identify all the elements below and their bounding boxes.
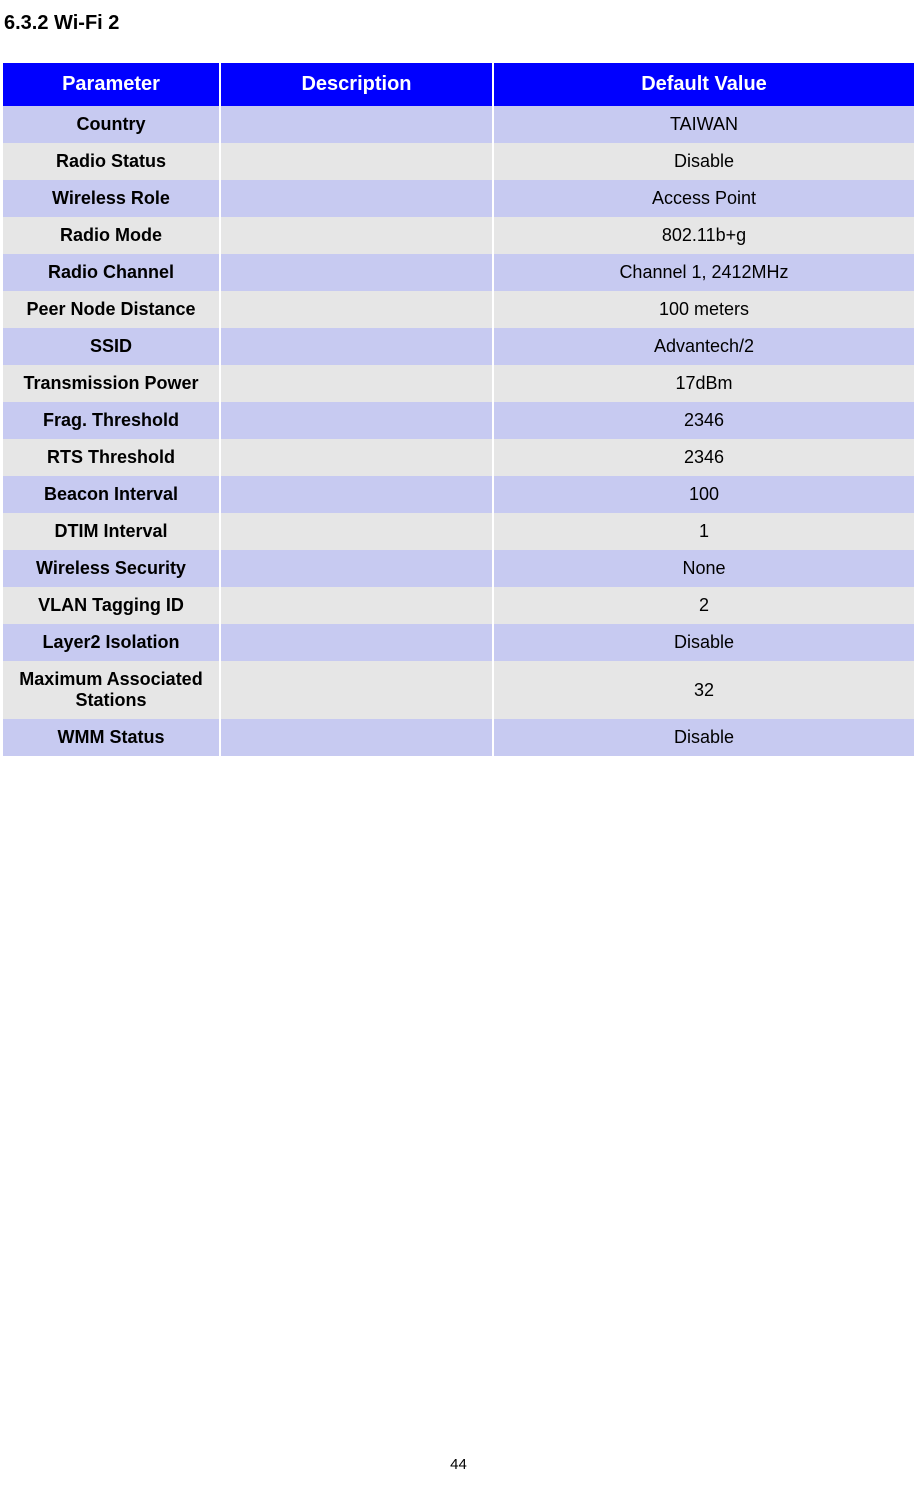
param-name: Peer Node Distance xyxy=(3,291,220,328)
param-desc xyxy=(220,291,493,328)
param-name: Radio Channel xyxy=(3,254,220,291)
wifi2-parameter-table: Parameter Description Default Value Coun… xyxy=(3,63,914,756)
param-desc xyxy=(220,365,493,402)
param-name: Transmission Power xyxy=(3,365,220,402)
param-name: VLAN Tagging ID xyxy=(3,587,220,624)
table-row: DTIM Interval 1 xyxy=(3,513,914,550)
param-value: Channel 1, 2412MHz xyxy=(493,254,914,291)
param-value: 802.11b+g xyxy=(493,217,914,254)
param-name: WMM Status xyxy=(3,719,220,756)
param-value: Disable xyxy=(493,719,914,756)
param-name: SSID xyxy=(3,328,220,365)
param-name: Wireless Security xyxy=(3,550,220,587)
table-row: Radio Status Disable xyxy=(3,143,914,180)
param-name: Frag. Threshold xyxy=(3,402,220,439)
table-row: SSID Advantech/2 xyxy=(3,328,914,365)
param-value: Disable xyxy=(493,624,914,661)
param-value: 32 xyxy=(493,661,914,719)
param-desc xyxy=(220,180,493,217)
table-row: Wireless Role Access Point xyxy=(3,180,914,217)
param-name: Wireless Role xyxy=(3,180,220,217)
param-desc xyxy=(220,106,493,143)
param-name: Layer2 Isolation xyxy=(3,624,220,661)
col-header-parameter: Parameter xyxy=(3,63,220,106)
param-name: DTIM Interval xyxy=(3,513,220,550)
param-value: 100 meters xyxy=(493,291,914,328)
page-number: 44 xyxy=(0,1456,917,1473)
param-value: None xyxy=(493,550,914,587)
param-desc xyxy=(220,513,493,550)
param-desc xyxy=(220,661,493,719)
param-name: Country xyxy=(3,106,220,143)
param-value: 2 xyxy=(493,587,914,624)
table-row: Beacon Interval 100 xyxy=(3,476,914,513)
table-row: WMM Status Disable xyxy=(3,719,914,756)
table-row: Peer Node Distance 100 meters xyxy=(3,291,914,328)
table-row: VLAN Tagging ID 2 xyxy=(3,587,914,624)
param-desc xyxy=(220,719,493,756)
param-desc xyxy=(220,550,493,587)
param-value: TAIWAN xyxy=(493,106,914,143)
param-value: Advantech/2 xyxy=(493,328,914,365)
param-value: 2346 xyxy=(493,439,914,476)
param-name: Radio Mode xyxy=(3,217,220,254)
param-name: Maximum Associated Stations xyxy=(3,661,220,719)
section-heading: 6.3.2 Wi-Fi 2 xyxy=(0,0,917,63)
param-value: 2346 xyxy=(493,402,914,439)
table-row: Maximum Associated Stations 32 xyxy=(3,661,914,719)
table-header-row: Parameter Description Default Value xyxy=(3,63,914,106)
table-row: Radio Channel Channel 1, 2412MHz xyxy=(3,254,914,291)
param-desc xyxy=(220,254,493,291)
param-desc xyxy=(220,439,493,476)
table-row: Transmission Power 17dBm xyxy=(3,365,914,402)
param-desc xyxy=(220,476,493,513)
param-desc xyxy=(220,143,493,180)
param-value: Disable xyxy=(493,143,914,180)
col-header-description: Description xyxy=(220,63,493,106)
table-row: Layer2 Isolation Disable xyxy=(3,624,914,661)
param-value: 17dBm xyxy=(493,365,914,402)
table-row: RTS Threshold 2346 xyxy=(3,439,914,476)
param-desc xyxy=(220,217,493,254)
table-body: Country TAIWAN Radio Status Disable Wire… xyxy=(3,106,914,756)
param-desc xyxy=(220,402,493,439)
param-name: Beacon Interval xyxy=(3,476,220,513)
table-row: Frag. Threshold 2346 xyxy=(3,402,914,439)
param-name: RTS Threshold xyxy=(3,439,220,476)
param-value: Access Point xyxy=(493,180,914,217)
param-desc xyxy=(220,587,493,624)
param-value: 100 xyxy=(493,476,914,513)
param-value: 1 xyxy=(493,513,914,550)
param-name: Radio Status xyxy=(3,143,220,180)
table-row: Country TAIWAN xyxy=(3,106,914,143)
param-desc xyxy=(220,624,493,661)
table-row: Radio Mode 802.11b+g xyxy=(3,217,914,254)
param-desc xyxy=(220,328,493,365)
col-header-default-value: Default Value xyxy=(493,63,914,106)
table-row: Wireless Security None xyxy=(3,550,914,587)
